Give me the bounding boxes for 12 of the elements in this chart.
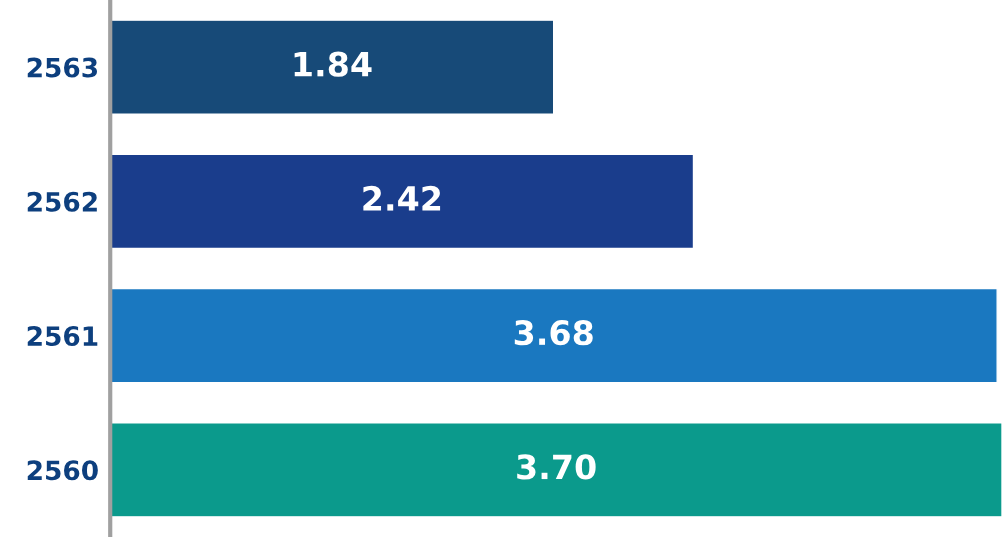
y-tick-label: 2560 [27,460,98,481]
bar [110,153,695,250]
y-tick-label: 2562 [27,191,97,212]
bar [110,287,998,384]
data-label: 1.84 [294,51,372,77]
y-tick-label: 2561 [27,326,98,347]
bar [110,19,555,115]
y-tick-label: 2563 [27,57,98,78]
data-label: 3.70 [517,454,596,480]
bar [110,422,1002,518]
data-label: 3.68 [514,320,593,346]
data-label: 2.42 [363,185,441,211]
